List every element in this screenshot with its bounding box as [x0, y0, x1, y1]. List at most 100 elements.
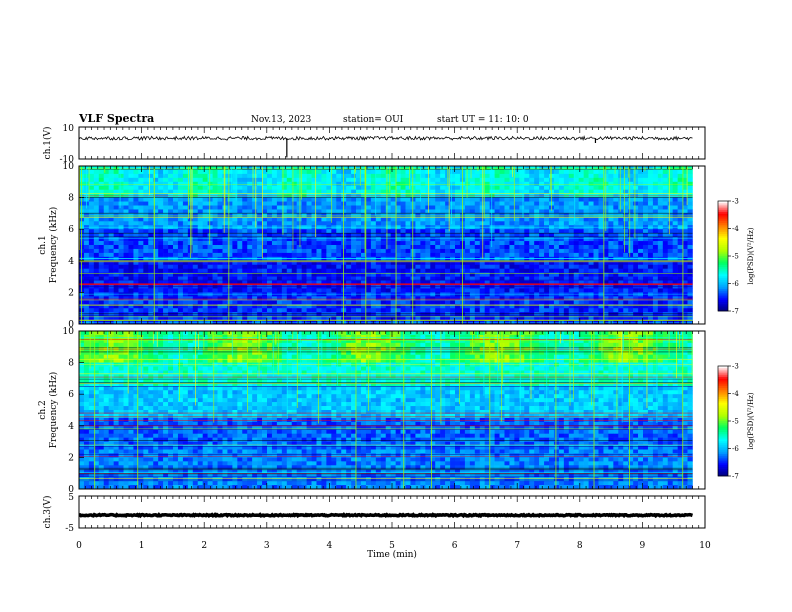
spectrogram-cell — [113, 248, 119, 254]
spectrogram-cell — [163, 241, 169, 246]
spectrogram-cell — [321, 260, 327, 266]
spectrogram-cell — [365, 288, 372, 293]
spectrogram-cell — [415, 217, 421, 222]
spectrogram-cell — [573, 241, 579, 246]
spectrogram-cell — [638, 292, 644, 297]
spectrogram-cell — [519, 308, 525, 313]
spectrogram-cell — [628, 308, 634, 313]
spectrogram-cell — [257, 213, 263, 218]
spectrogram-cell — [148, 189, 154, 194]
spectrogram-cell — [232, 173, 238, 179]
spectrogram-cell — [544, 177, 550, 183]
spectrogram-cell — [504, 245, 510, 250]
spectrogram-cell — [534, 276, 540, 281]
spectrogram-cell — [469, 245, 476, 250]
spectrogram-cell — [573, 300, 579, 305]
spectrogram-cell — [202, 173, 208, 179]
spectrogram-cell — [103, 245, 109, 250]
spectrogram-cell — [652, 185, 659, 190]
spectrogram-cell — [652, 304, 659, 309]
spectrogram-cell — [128, 292, 134, 297]
spectrogram-cell — [108, 185, 114, 190]
spectrogram-cell — [291, 166, 297, 171]
spectrogram-cell — [613, 166, 619, 171]
spectrogram-cell — [202, 241, 208, 246]
spectrogram-cell — [420, 217, 426, 222]
spectrogram-cell — [356, 300, 362, 305]
spectrogram-cell — [346, 173, 352, 179]
spectrogram-cell — [672, 209, 678, 214]
spectrogram-cell — [182, 241, 189, 246]
spectrogram-cell — [687, 260, 693, 266]
spectrogram-cell — [158, 197, 164, 202]
spectrogram-cell — [558, 166, 565, 171]
spectrogram-cell — [296, 209, 302, 214]
spectrogram-cell — [652, 256, 659, 262]
spectrogram-cell — [227, 296, 233, 301]
spectrogram-cell — [573, 169, 579, 175]
spectrogram-cell — [321, 209, 327, 214]
spectrogram-cell — [202, 316, 208, 321]
spectrogram-cell — [489, 276, 495, 281]
spectrogram-cell — [647, 245, 654, 250]
spectrogram-cell — [177, 217, 184, 222]
spectrogram-cell — [237, 233, 243, 238]
spectrogram-cell — [128, 189, 134, 194]
spectrogram-cell — [346, 197, 352, 202]
spectrogram-cell — [316, 312, 322, 317]
spectrogram-cell — [148, 169, 154, 175]
spectrogram-cell — [306, 229, 312, 234]
spectrogram-cell — [380, 276, 387, 281]
spectrogram-cell — [108, 276, 114, 281]
spectrogram-cell — [563, 300, 570, 305]
spectrogram-cell — [88, 284, 95, 289]
spectrogram-cell — [351, 185, 357, 190]
spectrogram-cell — [133, 296, 139, 301]
spectrogram-cell — [420, 280, 426, 285]
spectrogram-cell — [628, 276, 634, 281]
spectrogram-cell — [643, 245, 649, 250]
spectrogram-cell — [83, 252, 90, 258]
spectrogram-cell — [133, 272, 139, 277]
spectrogram-cell — [207, 221, 213, 226]
spectrogram-cell — [217, 296, 223, 301]
spectrogram-cell — [440, 209, 446, 214]
spectrogram-cell — [257, 248, 263, 254]
spectrogram-cell — [306, 312, 312, 317]
spectrogram-cell — [440, 233, 446, 238]
spectrogram-cell — [173, 248, 179, 254]
spectrogram-cell — [633, 233, 639, 238]
spectrogram-cell — [657, 197, 664, 202]
spectrogram-cell — [603, 245, 609, 250]
spectrogram-cell — [657, 217, 664, 222]
spectrogram-cell — [316, 264, 322, 269]
spectrogram-cell — [88, 308, 95, 313]
spectrogram-cell — [469, 312, 476, 317]
spectrogram-cell — [425, 181, 431, 187]
spectrogram-cell — [118, 316, 124, 321]
spectrogram-cell — [509, 169, 515, 175]
spectrogram-cell — [672, 201, 678, 206]
spectrogram-cell — [652, 233, 659, 238]
spectrogram-cell — [197, 312, 203, 317]
figure-title: VLF Spectra — [78, 112, 154, 125]
spectrogram-cell — [633, 252, 639, 258]
spectrogram-cell — [672, 264, 678, 269]
spectrogram-cell — [168, 300, 174, 305]
spectrogram-cell — [207, 252, 213, 258]
spectrogram-cell — [647, 312, 654, 317]
spectrogram-cell — [331, 312, 337, 317]
spectrogram-cell — [638, 201, 644, 206]
spectrogram-cell — [138, 260, 144, 266]
spectrogram-cell — [455, 245, 461, 250]
spectrogram-cell — [445, 209, 451, 214]
spectrogram-cell — [365, 221, 372, 226]
spectrogram-cell — [103, 292, 109, 297]
spectrogram-cell — [608, 233, 614, 238]
spectrogram-cell — [321, 169, 327, 175]
spectrogram-cell — [435, 213, 441, 218]
spectrogram-cell — [469, 229, 476, 234]
spectrogram-cell — [435, 276, 441, 281]
spectrogram-cell — [643, 233, 649, 238]
spectrogram-cell — [361, 248, 367, 254]
